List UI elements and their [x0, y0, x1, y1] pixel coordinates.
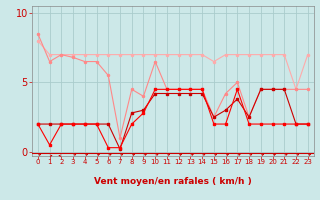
X-axis label: Vent moyen/en rafales ( km/h ): Vent moyen/en rafales ( km/h ): [94, 177, 252, 186]
